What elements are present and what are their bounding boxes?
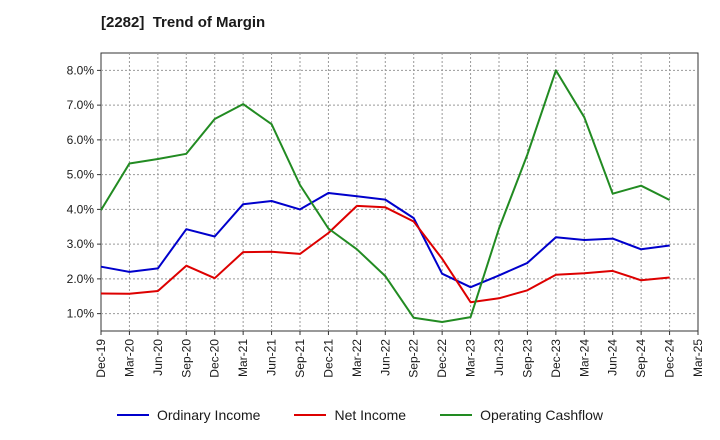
chart-title: [2282] Trend of Margin xyxy=(101,14,266,31)
legend-item-operating-cashflow: Operating Cashflow xyxy=(440,407,603,423)
x-tick-label: Sep-21 xyxy=(293,339,307,378)
x-tick-label: Dec-24 xyxy=(663,339,677,378)
x-tick-label: Mar-22 xyxy=(350,339,364,377)
x-tick-label: Jun-24 xyxy=(606,339,620,376)
x-tick-label: Dec-19 xyxy=(94,339,108,378)
y-tick-label: 3.0% xyxy=(67,237,95,251)
x-tick-label: Dec-22 xyxy=(435,339,449,378)
legend-item-net-income: Net Income xyxy=(294,407,406,423)
x-tick-label: Dec-23 xyxy=(549,339,563,378)
y-tick-label: 4.0% xyxy=(67,202,95,216)
x-tick-label: Jun-20 xyxy=(151,339,165,376)
plot-area xyxy=(100,52,699,332)
x-tick-label: Dec-20 xyxy=(208,339,222,378)
legend: Ordinary Income Net Income Operating Cashf… xyxy=(0,404,720,426)
series-line-net-income xyxy=(100,204,670,304)
x-tick-label: Mar-25 xyxy=(691,339,705,377)
x-tick-label: Sep-24 xyxy=(634,339,648,378)
x-tick-label: Jun-23 xyxy=(492,339,506,376)
axis-labels: Dec-19 Mar-20 Jun-20 Sep-20 Dec-20 Mar-21 Jun-… xyxy=(67,63,705,377)
x-tick-label: Jun-21 xyxy=(265,339,279,376)
x-tick-label: Sep-23 xyxy=(520,339,534,378)
legend-swatch xyxy=(116,414,149,416)
x-tick-label: Sep-20 xyxy=(179,339,193,378)
y-tick-label: 5.0% xyxy=(67,168,95,182)
legend-label: Net Income xyxy=(334,407,407,423)
x-tick-label: Mar-24 xyxy=(577,339,591,377)
x-tick-label: Mar-21 xyxy=(236,339,250,377)
series-lines xyxy=(100,69,671,323)
grid-lines xyxy=(101,53,698,331)
legend-swatch xyxy=(440,414,473,416)
series-line-ordinary-income xyxy=(100,192,670,289)
x-tick-label: Dec-21 xyxy=(321,339,335,378)
x-tick-label: Jun-22 xyxy=(378,339,392,376)
y-tick-label: 8.0% xyxy=(67,63,95,77)
x-tick-label: Mar-23 xyxy=(464,339,478,377)
y-tick-label: 7.0% xyxy=(67,98,95,112)
y-tick-label: 2.0% xyxy=(67,272,95,286)
x-tick-label: Mar-20 xyxy=(122,339,136,377)
legend-label: Ordinary Income xyxy=(156,407,261,423)
legend-swatch xyxy=(294,414,327,416)
y-tick-label: 1.0% xyxy=(67,307,95,321)
legend-item-ordinary-income: Ordinary Income xyxy=(116,407,261,423)
x-tick-label: Sep-22 xyxy=(407,339,421,378)
legend-label: Operating Cashflow xyxy=(480,407,604,423)
series-line-operating-cashflow xyxy=(100,69,671,323)
y-tick-label: 6.0% xyxy=(67,133,95,147)
